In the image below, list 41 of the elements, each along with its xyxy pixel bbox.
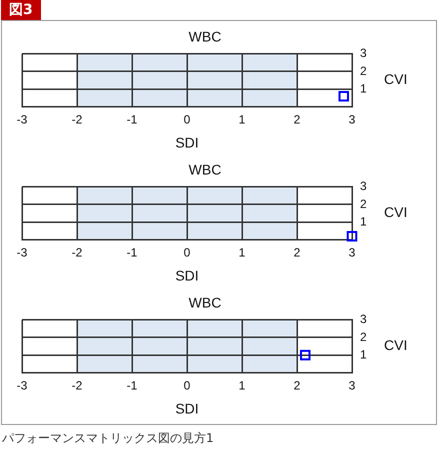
x-tick-label: -1 (126, 112, 138, 126)
x-tick-label: 0 (184, 245, 191, 260)
x-tick-label: -1 (126, 245, 138, 260)
x-tick-label: -3 (16, 112, 28, 126)
x-axis-title: SDI (175, 400, 199, 416)
x-tick-label: 3 (348, 112, 356, 126)
x-tick-label: 2 (294, 245, 301, 260)
text: パフォーマンスマトリックス図の見方1 (2, 430, 215, 447)
chart-title: WBC (188, 294, 222, 310)
chart-title: WBC (188, 28, 222, 44)
y-tick-label: 1 (360, 81, 367, 96)
y-axis-title: CVI (384, 71, 408, 88)
x-tick-label: 1 (238, 245, 246, 260)
x-axis-title: SDI (175, 267, 199, 284)
y-axis-title: CVI (384, 204, 408, 220)
x-tick-label: -2 (72, 112, 83, 126)
x-tick-label: -2 (72, 378, 83, 392)
x-tick-label: -2 (72, 245, 83, 260)
x-tick-label: 2 (294, 378, 301, 392)
x-tick-label: 3 (348, 378, 356, 392)
x-tick-label: 0 (184, 112, 191, 126)
x-tick-label: 0 (184, 378, 191, 392)
y-tick-label: 1 (360, 347, 367, 362)
y-tick-label: 3 (360, 46, 367, 60)
x-tick-label: 3 (348, 245, 356, 260)
y-tick-label: 2 (360, 330, 367, 344)
y-tick-label: 2 (360, 196, 367, 211)
chart-title: WBC (188, 161, 222, 178)
y-tick-label: 3 (360, 179, 367, 194)
x-tick-label: 1 (238, 112, 246, 126)
y-tick-label: 3 (360, 312, 367, 326)
x-tick-label: 1 (238, 378, 246, 392)
y-tick-label: 2 (360, 64, 367, 78)
y-tick-label: 1 (360, 214, 367, 228)
x-tick-label: 2 (294, 112, 301, 126)
x-tick-label: -3 (16, 245, 28, 260)
x-tick-label: -1 (126, 378, 138, 392)
x-axis-title: SDI (175, 134, 199, 150)
y-axis-title: CVI (384, 337, 408, 354)
x-tick-label: -3 (16, 378, 28, 392)
caption: 図3 (1, 0, 41, 20)
